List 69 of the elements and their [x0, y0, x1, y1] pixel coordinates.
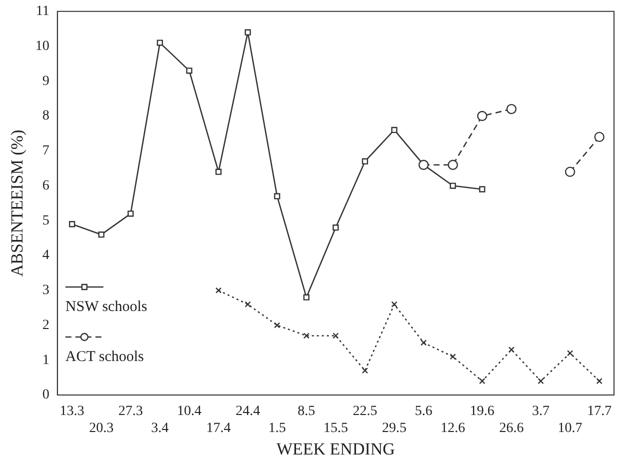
x-tick-label: 8.5	[298, 404, 316, 420]
y-tick-label: 0	[42, 388, 50, 403]
point	[362, 368, 368, 374]
point	[418, 160, 429, 170]
point	[244, 29, 251, 36]
y-tick-label: 8	[42, 108, 50, 124]
y-tick-label: 5	[42, 213, 50, 228]
point	[274, 322, 280, 328]
point	[450, 354, 456, 360]
y-tick-label: 2	[42, 318, 50, 333]
point	[362, 158, 368, 164]
x-tick-label: 19.6	[470, 404, 494, 420]
point	[594, 132, 604, 142]
point	[477, 110, 488, 122]
point	[479, 186, 486, 192]
x-tick-label: 26.6	[499, 420, 524, 436]
point	[303, 332, 310, 339]
y-tick-label: 7	[42, 144, 50, 159]
x-tick-label: 10.4	[176, 404, 202, 420]
point	[596, 378, 602, 384]
x-tick-label: 22.5	[352, 404, 378, 420]
x-tick-label: 17.7	[587, 404, 612, 420]
point	[186, 68, 192, 74]
point	[215, 287, 222, 294]
point	[450, 182, 456, 189]
x-tick-label: 12.6	[440, 420, 466, 436]
point	[391, 301, 398, 308]
point	[564, 166, 576, 177]
x-tick-label: 17.4	[206, 420, 231, 436]
point	[274, 193, 280, 200]
x-tick-label: 15.5	[323, 420, 348, 436]
x-tick-label: 29.5	[382, 420, 407, 436]
point	[538, 378, 544, 384]
x-axis-title: WEEK ENDING	[276, 439, 395, 458]
point	[215, 168, 222, 175]
y-tick-label: 6	[42, 178, 50, 194]
point	[156, 40, 164, 46]
point	[448, 160, 458, 170]
point	[68, 221, 76, 228]
point	[128, 210, 134, 217]
point	[566, 350, 574, 356]
y-tick-label: 3	[42, 283, 50, 298]
point	[98, 232, 104, 238]
x-tick-label: 10.7	[558, 420, 582, 436]
x-tick-label: 13.3	[60, 404, 84, 420]
point	[303, 294, 310, 300]
x-tick-label: 20.3	[89, 420, 114, 436]
x-tick-label: 3.4	[151, 420, 169, 436]
y-tick-label: 4	[42, 248, 50, 264]
y-tick-label: 9	[42, 74, 50, 89]
legend-label: NSW schools	[65, 298, 148, 315]
point	[332, 224, 339, 231]
x-tick-label: 5.6	[414, 404, 432, 420]
point	[508, 346, 515, 353]
legend-label: ACT schools	[65, 348, 144, 365]
point	[244, 301, 251, 308]
x-tick-label: 3.7	[532, 404, 550, 420]
y-tick-label: 11	[36, 4, 50, 20]
y-tick-label: 10	[35, 38, 50, 54]
y-axis-title: ABSENTEEISM (%)	[8, 130, 27, 277]
point	[391, 126, 398, 134]
x-tick-label: 1.5	[268, 420, 286, 436]
point	[506, 104, 517, 114]
point	[332, 332, 339, 339]
x-tick-label: 27.3	[118, 404, 143, 420]
point	[479, 378, 486, 384]
point	[420, 340, 427, 346]
y-tick-label: 1	[42, 352, 50, 368]
x-tick-label: 24.4	[236, 404, 260, 420]
